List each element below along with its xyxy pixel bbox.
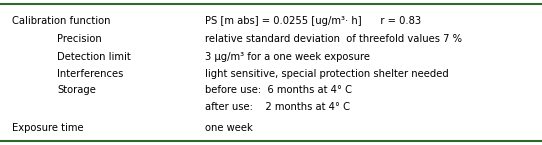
Text: Storage: Storage (57, 85, 96, 95)
Text: one week: one week (205, 123, 253, 133)
Text: after use:    2 months at 4° C: after use: 2 months at 4° C (205, 102, 350, 112)
Text: Calibration function: Calibration function (12, 16, 110, 26)
Text: light sensitive, special protection shelter needed: light sensitive, special protection shel… (205, 69, 448, 79)
Text: 3 μg/m³ for a one week exposure: 3 μg/m³ for a one week exposure (205, 52, 370, 62)
Text: before use:  6 months at 4° C: before use: 6 months at 4° C (205, 85, 352, 95)
Text: Precision: Precision (57, 34, 102, 44)
Text: PS [m abs] = 0.0255 [ug/m³· h]      r = 0.83: PS [m abs] = 0.0255 [ug/m³· h] r = 0.83 (205, 16, 421, 26)
Text: Interferences: Interferences (57, 69, 124, 79)
Text: Exposure time: Exposure time (12, 123, 83, 133)
Text: relative standard deviation  of threefold values 7 %: relative standard deviation of threefold… (205, 34, 462, 44)
Text: Detection limit: Detection limit (57, 52, 131, 62)
